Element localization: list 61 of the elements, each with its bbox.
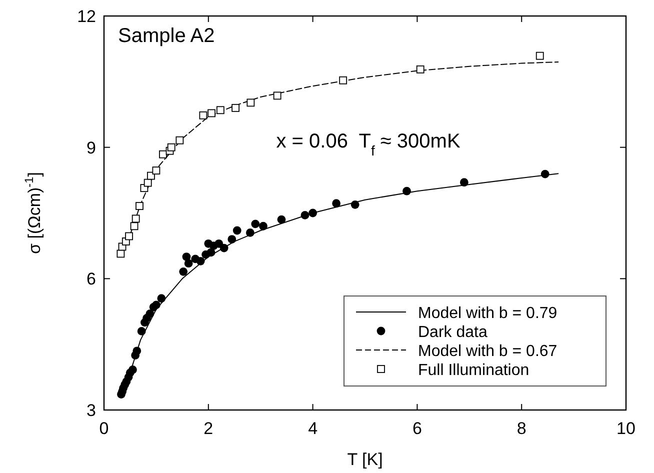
point [308, 208, 317, 218]
point [277, 215, 286, 224]
point [184, 259, 193, 268]
y-tick-label: 12 [77, 7, 96, 26]
y-tick-label: 3 [86, 401, 96, 420]
point [130, 222, 138, 230]
y-tick-label: 9 [86, 138, 96, 158]
point [350, 200, 360, 209]
point [259, 222, 268, 230]
point [146, 309, 154, 318]
point [179, 267, 188, 276]
x-tick-label: 8 [516, 419, 526, 438]
point [232, 226, 242, 235]
point [137, 327, 146, 336]
point [246, 98, 255, 107]
point [206, 248, 216, 257]
point [246, 228, 254, 237]
point [416, 65, 424, 74]
point [128, 366, 137, 374]
x-tick-label: 0 [99, 419, 109, 438]
point [152, 300, 160, 310]
point [220, 244, 228, 252]
point [208, 109, 216, 118]
y-tick-label: 6 [86, 270, 96, 289]
legend-label: Dark data [418, 324, 488, 341]
point [176, 136, 184, 144]
point [216, 106, 224, 114]
point [332, 199, 340, 208]
point [144, 178, 152, 187]
point [167, 143, 176, 152]
point [460, 178, 468, 187]
point [251, 220, 260, 228]
legend-label: Model with b = 0.67 [418, 343, 558, 360]
point [214, 239, 224, 248]
annotation: x = 0.06 T$_{f}$ ≈ 300mK [276, 130, 461, 158]
point [152, 166, 160, 174]
legend-label: Model with b = 0.79 [418, 305, 558, 322]
point [157, 294, 166, 303]
point [232, 104, 240, 112]
x-tick-label: 4 [308, 419, 318, 438]
point [339, 76, 348, 84]
x-tick-label: 10 [616, 419, 636, 438]
point [300, 210, 310, 220]
point [402, 186, 411, 196]
point [540, 170, 550, 178]
x-tick-label: 6 [412, 419, 422, 438]
point [196, 256, 205, 266]
point [182, 252, 191, 261]
point [228, 235, 236, 244]
point [536, 52, 544, 60]
point [132, 346, 142, 356]
point [125, 232, 134, 240]
point [159, 150, 167, 158]
point [132, 214, 140, 223]
point [273, 92, 282, 100]
x-axis-title: T [K] [347, 450, 383, 469]
legend-label: Full Illumination [418, 362, 530, 379]
point [199, 111, 208, 120]
x-tick-label: 2 [204, 419, 214, 438]
point [136, 202, 144, 210]
annotation: Sample A2 [118, 25, 215, 47]
